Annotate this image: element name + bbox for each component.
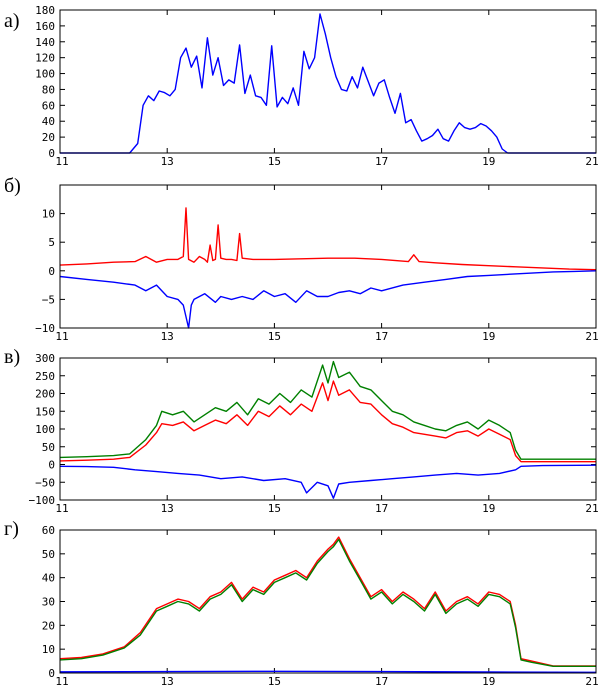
- tick-labels: −100 −50 0 50 100 150 200 250 300 11 13 15 17 19 21: [29, 352, 599, 515]
- panel-a: а) 0 20 40 60 80 100 120 140 160 180 11 13 15 17 19 21: [4, 4, 599, 168]
- x-tick-label: 17: [375, 330, 388, 343]
- y-tick-label: 0: [48, 667, 55, 680]
- x-tick-label: 15: [268, 330, 281, 343]
- panel-b: б) −10 −5 0 5 10 11 13 15 17 19 21: [4, 175, 599, 343]
- x-tick-label: 21: [585, 502, 598, 515]
- y-tick-label: 150: [35, 405, 55, 418]
- y-tick-label: −5: [42, 293, 55, 306]
- plot-frame: [59, 184, 597, 329]
- panel-label: а): [4, 10, 20, 32]
- y-tick-label: 0: [48, 265, 55, 278]
- y-tick-label: 10: [42, 208, 55, 221]
- x-tick-label: 11: [55, 502, 68, 515]
- series-line-blue: [59, 464, 597, 499]
- series-line-blue: [59, 670, 597, 673]
- y-tick-label: 5: [48, 236, 55, 249]
- x-tick-label: 21: [585, 330, 598, 343]
- tick-labels: 0 20 40 60 80 100 120 140 160 180 11 13 15 17 19 21: [35, 4, 599, 168]
- x-tick-label: 13: [161, 330, 174, 343]
- x-tick-label: 11: [55, 675, 68, 688]
- tick-labels: −10 −5 0 5 10 11 13 15 17 19 21: [35, 185, 599, 343]
- y-tick-label: −50: [35, 476, 55, 489]
- series-line-blue: [59, 270, 597, 329]
- y-tick-label: 100: [35, 68, 55, 81]
- x-tick-label: 15: [268, 675, 281, 688]
- x-tick-label: 19: [482, 330, 495, 343]
- y-tick-label: 100: [35, 423, 55, 436]
- plot-frame: [59, 9, 597, 154]
- y-tick-label: 10: [42, 643, 55, 656]
- x-tick-label: 19: [482, 155, 495, 168]
- y-tick-label: 20: [42, 131, 55, 144]
- series-line-red: [59, 380, 596, 463]
- x-tick-label: 13: [161, 155, 174, 168]
- y-tick-label: 50: [42, 548, 55, 561]
- x-tick-label: 11: [55, 330, 68, 343]
- series-line-red: [59, 207, 597, 271]
- x-tick-label: 13: [161, 675, 174, 688]
- x-tick-label: 19: [482, 502, 495, 515]
- y-tick-label: 80: [42, 83, 55, 96]
- x-tick-label: 21: [585, 675, 598, 688]
- series-line-blue: [60, 13, 596, 154]
- y-tick-label: 200: [35, 388, 55, 401]
- y-tick-label: 60: [42, 99, 55, 112]
- series-lines: [59, 536, 597, 673]
- y-tick-label: 300: [35, 352, 55, 365]
- y-tick-label: −10: [35, 322, 55, 335]
- panel-label: в): [4, 346, 20, 368]
- y-tick-label: 160: [35, 20, 55, 33]
- y-tick-label: 60: [42, 524, 55, 537]
- x-tick-label: 13: [161, 502, 174, 515]
- series-lines: [59, 207, 597, 329]
- panel-g: г) 0 10 20 30 40 50 60 11 13 15 17 19 21: [4, 518, 599, 688]
- x-tick-label: 15: [268, 155, 281, 168]
- y-tick-label: −100: [29, 494, 56, 507]
- series-line-red: [59, 536, 596, 667]
- y-tick-label: 0: [48, 459, 55, 472]
- series-line-green: [59, 538, 596, 667]
- y-tick-label: 0: [48, 147, 55, 160]
- x-tick-label: 19: [482, 675, 495, 688]
- tick-labels: 0 10 20 30 40 50 60 11 13 15 17 19 21: [42, 524, 599, 688]
- y-tick-label: 180: [35, 4, 55, 17]
- y-tick-label: 140: [35, 36, 55, 49]
- series-lines: [59, 360, 597, 499]
- panel-v: в) −100 −50 0 50 100 150 200 250 300 11 13 15 17 19 21: [4, 346, 599, 515]
- y-tick-label: 250: [35, 370, 55, 383]
- x-tick-label: 17: [375, 675, 388, 688]
- plot-frame: [59, 529, 597, 674]
- x-tick-label: 21: [585, 155, 598, 168]
- panel-label: б): [4, 175, 21, 197]
- panel-label: г): [4, 518, 19, 540]
- x-tick-label: 11: [55, 155, 68, 168]
- plot-frame: [59, 357, 597, 501]
- x-tick-label: 17: [375, 502, 388, 515]
- y-tick-label: 120: [35, 52, 55, 65]
- y-tick-label: 30: [42, 596, 55, 609]
- x-tick-label: 17: [375, 155, 388, 168]
- y-tick-label: 20: [42, 619, 55, 632]
- series-line-green: [59, 360, 596, 460]
- x-tick-label: 15: [268, 502, 281, 515]
- y-tick-label: 40: [42, 572, 55, 585]
- y-tick-label: 50: [42, 441, 55, 454]
- series-lines: [60, 13, 596, 154]
- y-tick-label: 40: [42, 115, 55, 128]
